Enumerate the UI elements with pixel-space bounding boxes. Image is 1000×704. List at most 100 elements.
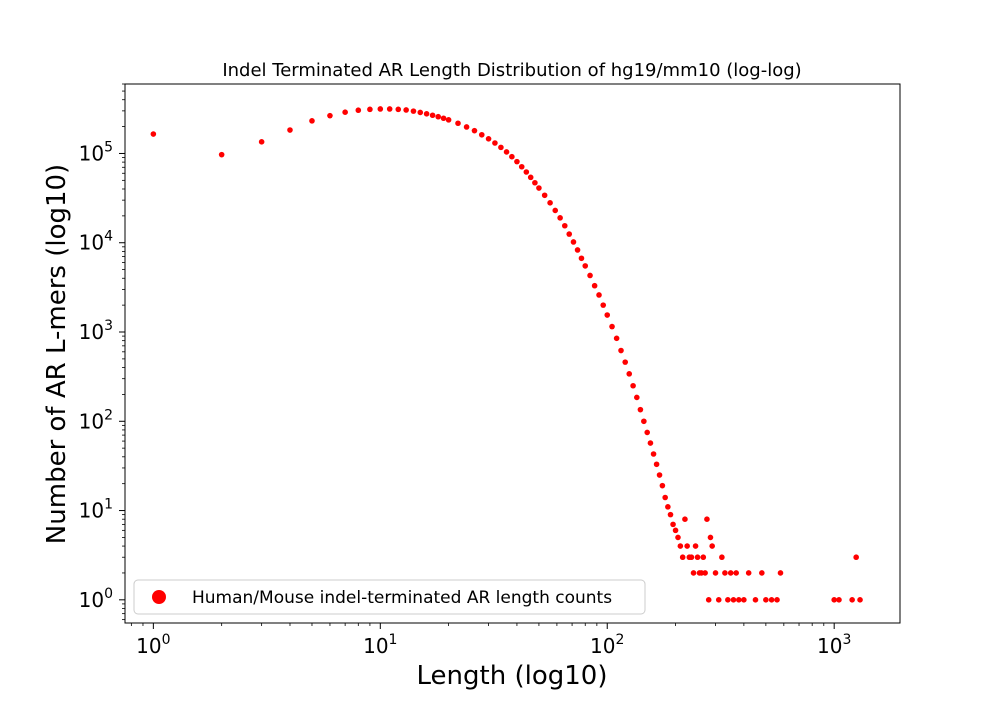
data-point bbox=[707, 534, 714, 541]
data-point bbox=[445, 117, 452, 123]
data-point bbox=[704, 516, 710, 523]
data-point bbox=[410, 108, 417, 114]
data-point bbox=[650, 451, 657, 457]
data-point bbox=[536, 185, 542, 191]
data-point bbox=[429, 112, 436, 119]
data-point bbox=[355, 107, 362, 114]
data-point bbox=[527, 174, 534, 181]
plot-area bbox=[124, 83, 901, 624]
data-point bbox=[485, 135, 492, 142]
y-axis-label: Number of AR L-mers (log10) bbox=[42, 164, 72, 544]
data-point bbox=[670, 521, 676, 528]
data-point bbox=[647, 440, 654, 446]
data-point bbox=[613, 335, 620, 342]
data-point bbox=[566, 231, 573, 237]
data-point bbox=[523, 169, 530, 175]
data-point bbox=[604, 312, 611, 318]
y-axis-ticks: 100 101 102 103 104 105 bbox=[79, 83, 125, 621]
data-point bbox=[665, 504, 671, 510]
data-point bbox=[759, 570, 765, 576]
x-axis-ticks: 100 101 102 103 bbox=[130, 623, 851, 658]
data-point bbox=[662, 494, 668, 501]
data-point bbox=[503, 149, 510, 155]
data-point bbox=[342, 109, 348, 115]
data-point bbox=[552, 207, 559, 214]
data-point bbox=[587, 272, 593, 279]
data-point bbox=[492, 140, 498, 146]
data-point bbox=[777, 570, 784, 576]
data-point bbox=[736, 597, 742, 603]
data-point bbox=[853, 554, 859, 561]
data-point bbox=[684, 543, 690, 549]
data-point bbox=[395, 106, 402, 113]
data-point bbox=[688, 554, 695, 561]
data-point bbox=[836, 597, 842, 603]
data-point bbox=[514, 158, 520, 165]
y-tick-label: 102 bbox=[79, 407, 113, 433]
data-point bbox=[692, 543, 699, 549]
data-point bbox=[478, 131, 485, 138]
data-point bbox=[377, 106, 384, 112]
data-point bbox=[722, 570, 728, 576]
data-point bbox=[630, 382, 636, 389]
data-point bbox=[622, 359, 629, 365]
data-point bbox=[578, 255, 585, 262]
data-point bbox=[675, 534, 681, 541]
x-tick-label: 103 bbox=[817, 632, 851, 658]
data-point bbox=[774, 597, 780, 603]
data-point bbox=[682, 516, 688, 523]
data-point bbox=[768, 597, 775, 603]
data-point bbox=[659, 482, 666, 489]
data-point bbox=[609, 323, 615, 330]
data-point bbox=[498, 144, 504, 151]
data-point bbox=[258, 139, 265, 145]
data-point bbox=[471, 127, 478, 134]
data-point bbox=[327, 112, 333, 119]
data-point bbox=[547, 200, 553, 206]
data-point bbox=[600, 302, 607, 308]
data-point bbox=[700, 554, 707, 561]
data-point bbox=[705, 597, 712, 603]
data-point bbox=[626, 371, 633, 377]
data-point bbox=[679, 554, 686, 561]
data-point bbox=[509, 153, 515, 160]
data-point bbox=[463, 124, 470, 130]
data-point bbox=[423, 111, 430, 117]
x-tick-label: 101 bbox=[363, 632, 397, 658]
data-point bbox=[518, 163, 525, 170]
data-point bbox=[667, 511, 674, 518]
data-point bbox=[574, 247, 581, 253]
y-tick-label: 104 bbox=[79, 229, 113, 255]
data-point bbox=[741, 597, 747, 603]
data-point bbox=[725, 597, 731, 603]
data-point bbox=[532, 179, 538, 186]
data-point bbox=[287, 127, 293, 133]
data-point bbox=[690, 570, 697, 576]
y-tick-label: 100 bbox=[79, 586, 113, 612]
data-point bbox=[435, 113, 442, 120]
data-points bbox=[150, 106, 863, 603]
data-point bbox=[386, 106, 393, 112]
data-point bbox=[440, 115, 447, 122]
data-point bbox=[727, 570, 734, 576]
data-point bbox=[455, 120, 461, 127]
data-point bbox=[417, 109, 424, 116]
data-point bbox=[403, 107, 409, 113]
legend-box bbox=[133, 579, 646, 615]
data-point bbox=[150, 131, 157, 137]
data-point bbox=[702, 570, 708, 576]
data-point bbox=[218, 151, 225, 158]
data-point bbox=[715, 597, 722, 603]
data-point bbox=[719, 554, 725, 561]
y-tick-label: 103 bbox=[79, 318, 113, 344]
data-point bbox=[644, 429, 650, 436]
data-point bbox=[618, 347, 624, 354]
data-point bbox=[634, 394, 640, 401]
data-point bbox=[712, 570, 719, 576]
data-point bbox=[596, 292, 602, 298]
data-point bbox=[561, 222, 568, 229]
data-point bbox=[849, 597, 855, 603]
data-point bbox=[641, 418, 647, 425]
